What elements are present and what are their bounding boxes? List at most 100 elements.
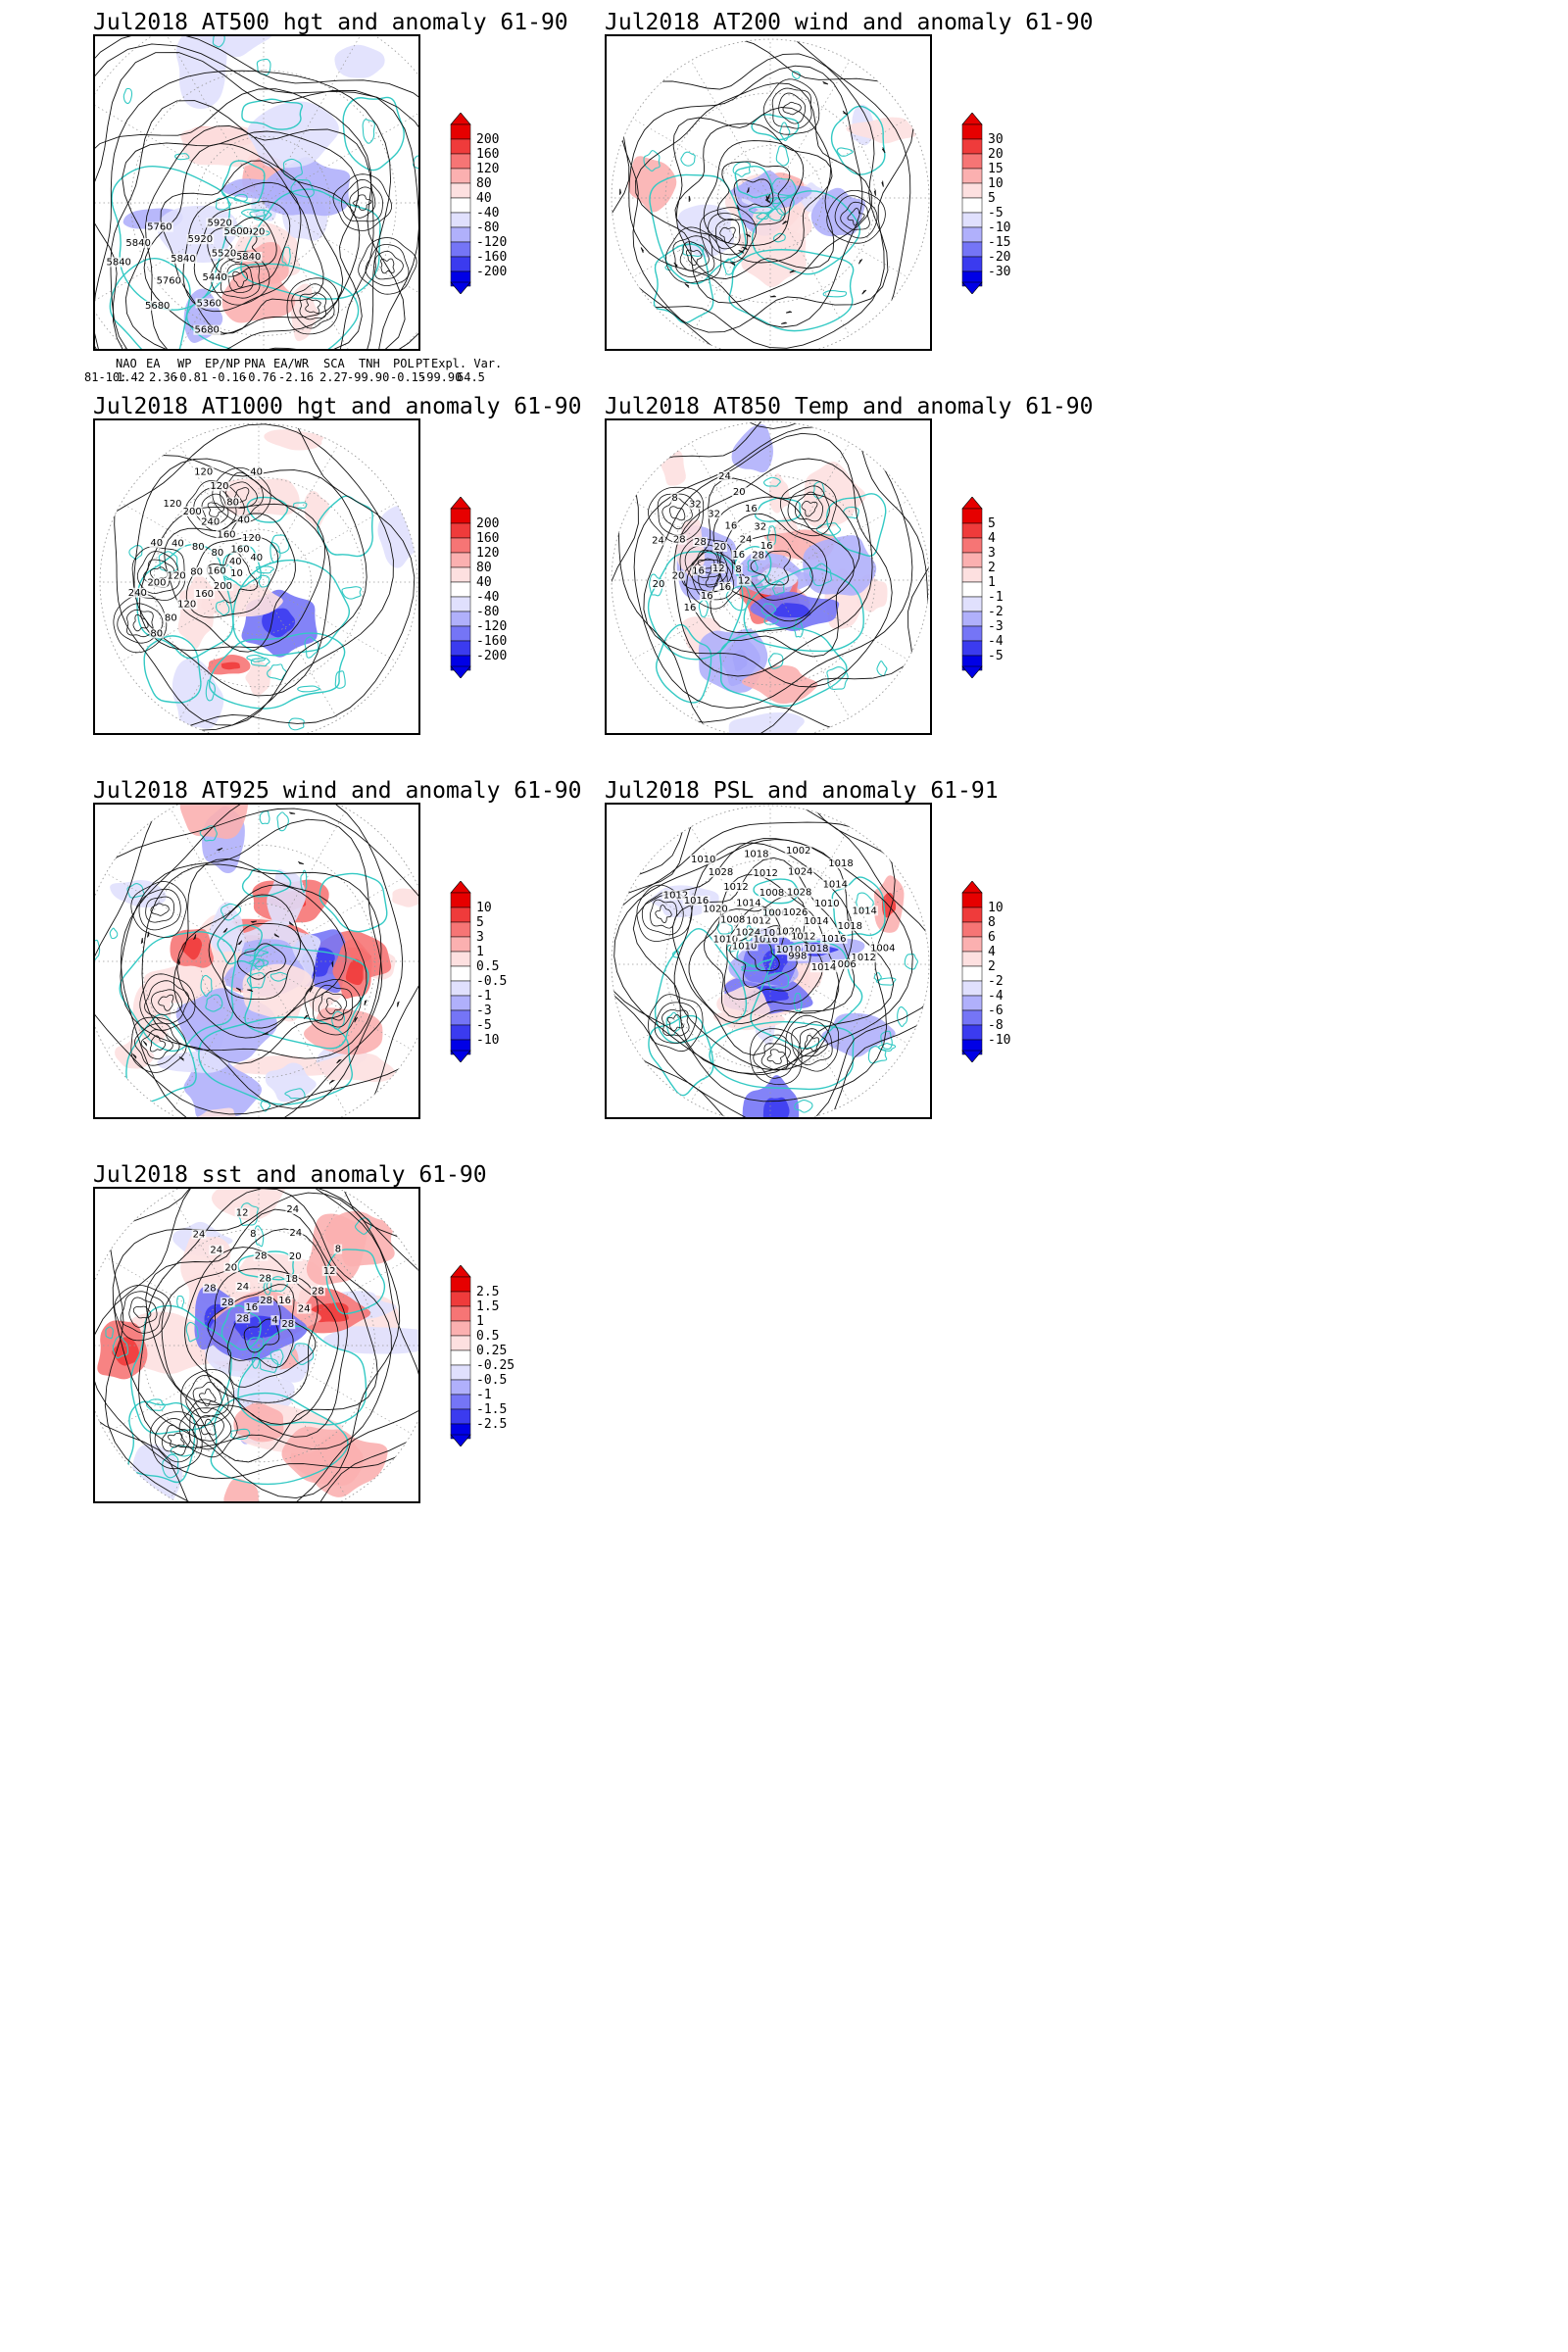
contour-line [95, 43, 418, 349]
contour-label: 1004 [870, 944, 895, 955]
contour-label-bg [723, 520, 739, 531]
island-outline [649, 573, 663, 597]
colorbar-tick-label: 5 [988, 191, 996, 206]
contour-label-bg [707, 867, 735, 877]
island-outline [722, 258, 736, 275]
contour-line [834, 195, 878, 239]
panel-title-p4: Jul2018 AT850 Temp and anomaly 61-90 [605, 394, 1094, 419]
map-content [95, 1189, 418, 1501]
colorbar-svg [961, 113, 983, 294]
contour-label-bg [176, 599, 198, 610]
colorbar-tick-label: 5 [476, 915, 484, 930]
meridian-line [258, 960, 348, 1115]
contour-line [766, 1049, 785, 1064]
contour-label: 20 [733, 487, 746, 498]
island-outline [174, 153, 190, 161]
colorbar-tick-label: 3 [476, 930, 484, 945]
anomaly-shade [223, 1478, 259, 1501]
island-outline [162, 1453, 179, 1479]
island-outline [775, 145, 790, 167]
island-outline [176, 1295, 185, 1309]
island-outline [747, 559, 759, 572]
contour-line [691, 559, 735, 601]
contour-line [778, 92, 807, 124]
contour-line [192, 1381, 222, 1414]
wind-arrow [745, 233, 752, 238]
wind-arrow [140, 938, 143, 945]
island-outline [766, 208, 785, 221]
contour-label-bg [712, 542, 728, 552]
colorbar-swatch [961, 936, 983, 953]
wind-arrow [781, 321, 788, 324]
colorbar-swatch [450, 256, 471, 272]
colorbar-swatch [450, 995, 471, 1011]
contour-line [779, 479, 837, 537]
contour-label: 20 [289, 1251, 302, 1262]
colorbar-at200: 30 20 15 10 5 -5 -10 -15 -20 -30 [960, 113, 1029, 294]
contour-label-bg [671, 534, 687, 545]
colorbar-tick-label: 3 [988, 546, 996, 561]
contour-label: 1010 [776, 945, 801, 956]
wind-arrow [729, 262, 736, 267]
contour-line [200, 1418, 217, 1436]
idx-v-nao: 1.42 [117, 370, 145, 384]
map-panel-at1000: 80 80 120 160 200 240 200 120 80 160 10 40 40 80 80 40 1… [93, 418, 420, 735]
colorbar-swatch [961, 611, 983, 627]
colorbar-tick-label: -80 [476, 605, 500, 619]
contour-line [150, 903, 170, 916]
contour-label-bg [235, 1313, 251, 1324]
colorbar-swatch [961, 182, 983, 199]
idx-h-eawr: EA/WR [273, 357, 310, 370]
wind-arrow [132, 1054, 137, 1059]
contour-line [110, 100, 374, 349]
wind-arrow [785, 311, 793, 314]
idx-h-nao: NAO [116, 357, 137, 370]
colorbar-tick-label: -40 [476, 590, 500, 605]
wind-arrow [842, 110, 848, 116]
panel-title-p6: Jul2018 PSL and anomaly 61-91 [605, 778, 999, 804]
contour-label-bg [234, 1207, 250, 1218]
island-outline [873, 972, 882, 982]
contour-label: 8 [671, 493, 677, 504]
contour-line [132, 1305, 152, 1319]
wind-arrow [146, 931, 150, 938]
map-svg: 1010101010121016102010081024101010281012… [611, 805, 930, 1117]
streamline [628, 65, 863, 328]
coastline [647, 551, 744, 661]
colorbar-swatch [450, 1364, 471, 1381]
contour-label: 5360 [197, 298, 221, 309]
contour-label-bg [790, 931, 817, 942]
colorbar-swatch [961, 581, 983, 598]
contour-label: 5840 [236, 252, 261, 263]
colorbar-swatch [450, 212, 471, 228]
wind-arrow [736, 205, 740, 212]
contour-label-bg [166, 570, 187, 581]
island-outline [290, 1343, 315, 1365]
colorbar-tick-label: 1 [988, 575, 996, 590]
colorbar-swatch [450, 906, 471, 923]
anomaly-core [762, 1097, 790, 1117]
wind-arrow [331, 960, 334, 967]
contour-label-bg [190, 541, 206, 552]
colorbar-tick-label: -30 [988, 265, 1011, 279]
colorbar-tick-label: 2 [988, 561, 996, 575]
contour-label-bg [803, 944, 830, 955]
contour-label: 1014 [811, 962, 836, 973]
island-outline [259, 810, 270, 825]
contour-line [650, 899, 677, 929]
contour-label-bg [195, 298, 223, 309]
contour-line [784, 1014, 840, 1072]
contour-label: 28 [673, 535, 686, 546]
wind-arrow [688, 195, 691, 202]
coastline [143, 635, 202, 704]
contour-label: 120 [194, 466, 213, 477]
contour-label: 5840 [106, 258, 130, 269]
contour-label: 120 [168, 571, 186, 582]
streamline [141, 863, 382, 1059]
contour-label-bg [229, 567, 244, 578]
contour-label: 16 [725, 520, 738, 531]
contour-label: 20 [672, 571, 685, 582]
contour-label-bg [736, 575, 752, 586]
colorbar-min-arrow [450, 665, 471, 678]
contour-line [158, 994, 174, 1011]
